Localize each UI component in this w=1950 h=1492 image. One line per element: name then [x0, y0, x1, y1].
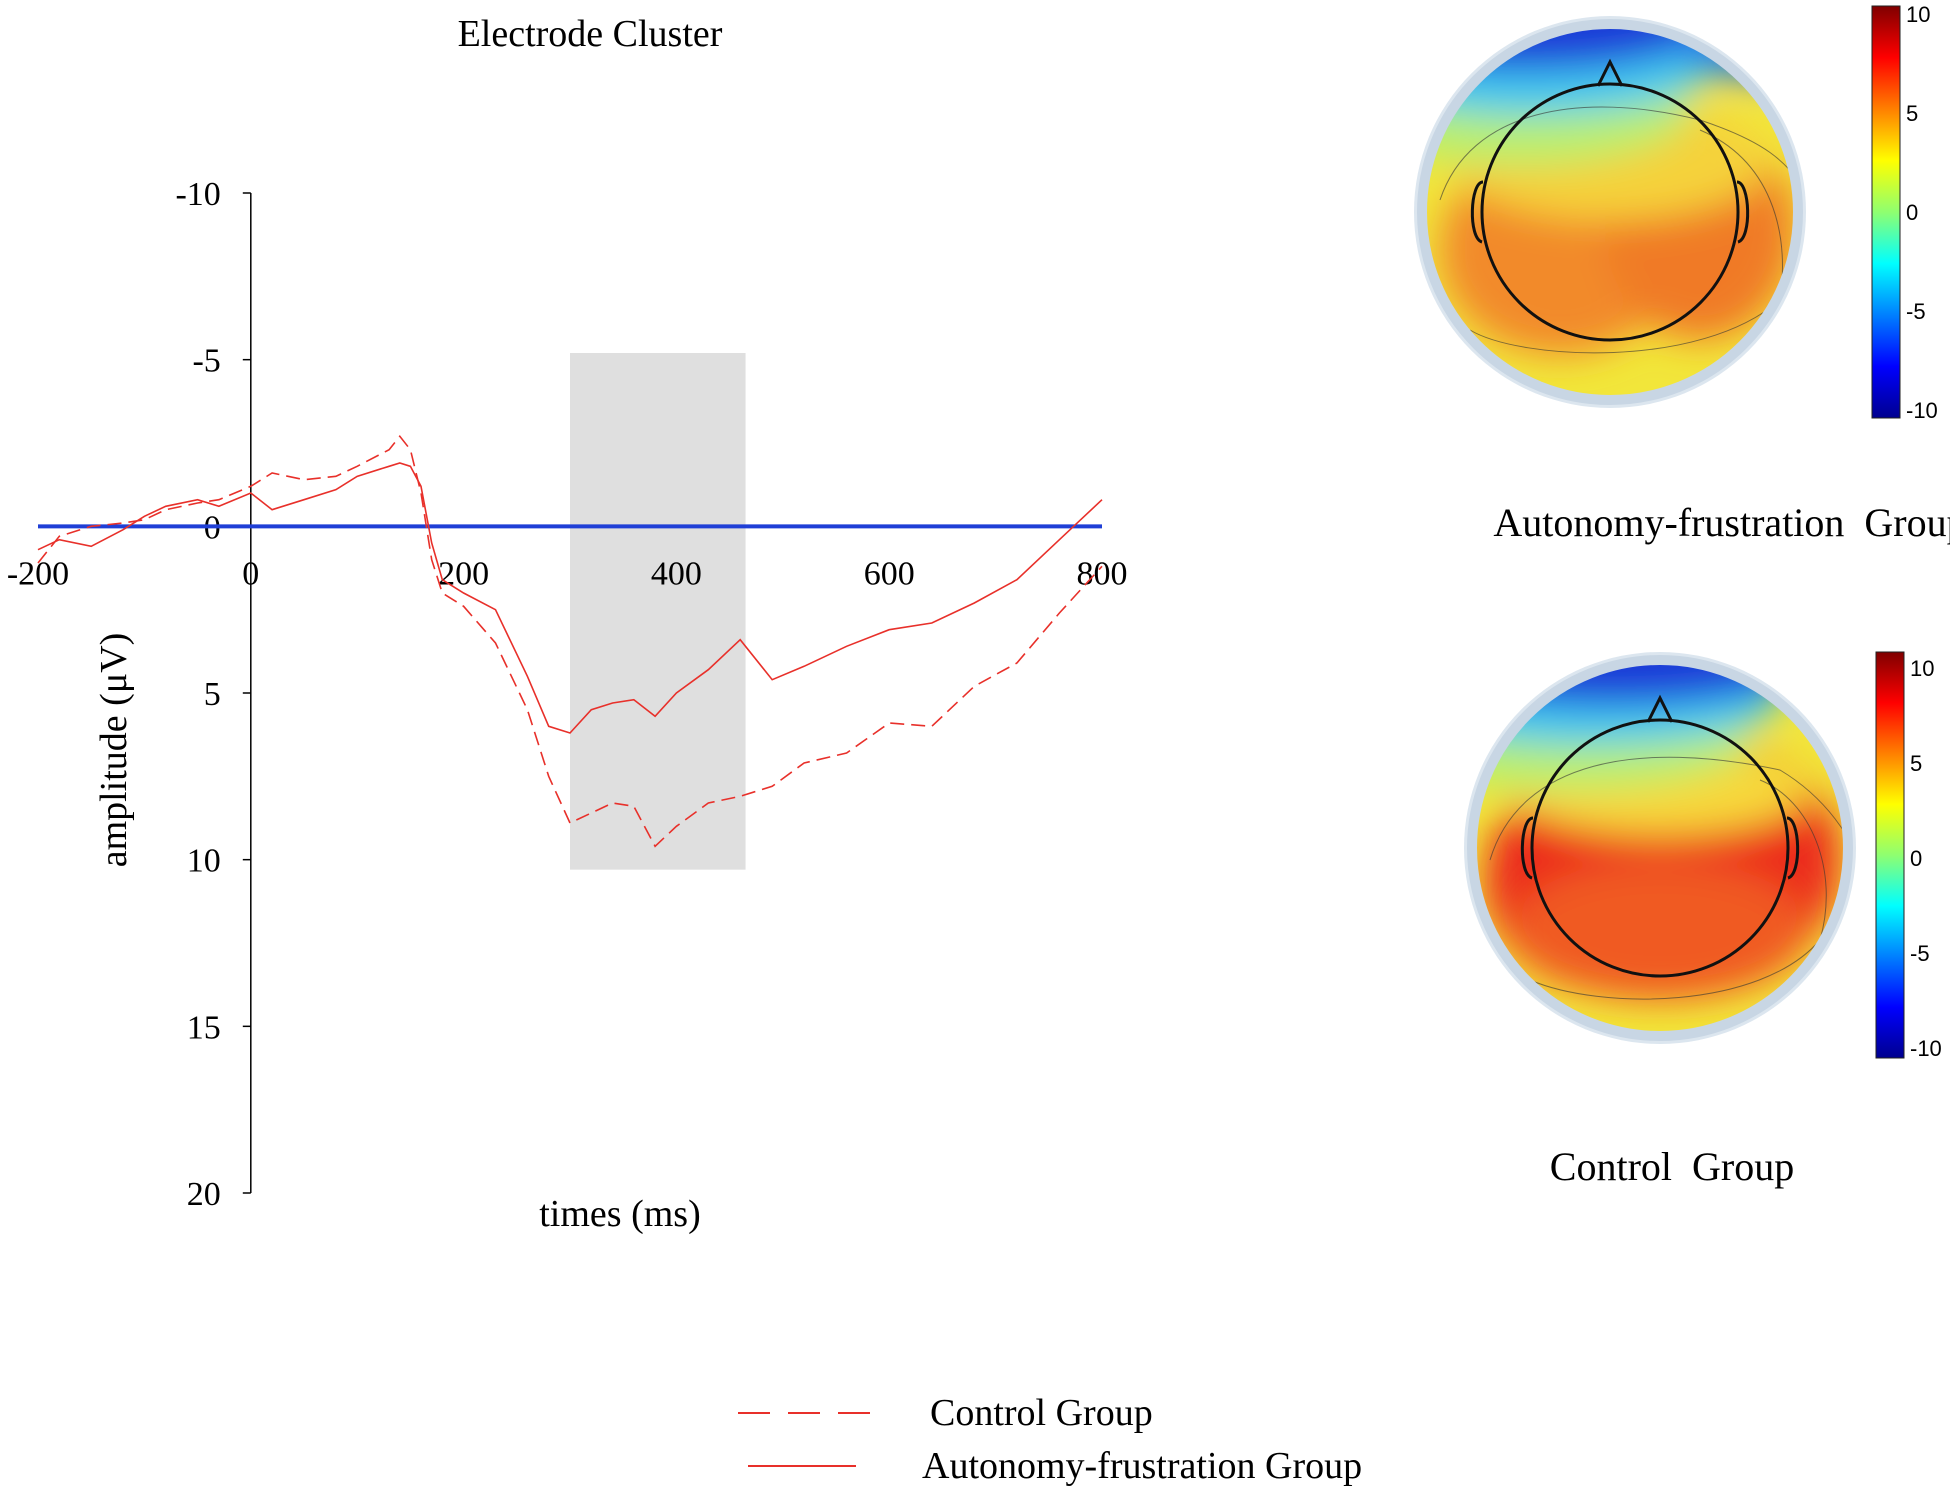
head-outline-icon: [1530, 718, 1790, 978]
erp-chart: Electrode Cluster -10 -5 0 5 10 15 20 -200 0 200…: [7, 13, 1128, 1235]
colorbar-tick-label: 10: [1906, 2, 1930, 27]
y-tick-label: 10: [187, 843, 221, 880]
topomap-a-title: Autonomy-frustration Group: [1493, 500, 1950, 545]
x-axis-label: times (ms): [539, 1193, 700, 1235]
chart-title: Electrode Cluster: [458, 13, 723, 55]
topomap-autonomy-frustration: [1414, 16, 1806, 408]
y-tick-label: 15: [187, 1009, 221, 1046]
x-tick-label: 400: [651, 555, 702, 592]
legend: Control Group Autonomy-frustration Group: [738, 1392, 1362, 1487]
colorbar-tick-label: -10: [1910, 1036, 1942, 1061]
right-ear-icon: [1736, 180, 1750, 244]
x-tick-label: 600: [864, 555, 915, 592]
colorbar-tick-label: -5: [1910, 941, 1930, 966]
colorbar-tick-label: -5: [1906, 299, 1926, 324]
y-axis-label: amplitude (μV): [93, 633, 135, 868]
nose-icon: [1646, 694, 1674, 723]
series-control-group-line: [37, 435, 1103, 848]
colorbar-tick-label: -10: [1906, 398, 1938, 423]
y-tick-label: -5: [192, 343, 220, 380]
right-ear-icon: [1786, 816, 1800, 880]
analysis-window: [570, 353, 746, 870]
x-tick-label: 0: [242, 555, 259, 592]
x-tick-labels: -200 0 200 400 600 800: [7, 555, 1128, 592]
x-tick-label: 800: [1077, 555, 1128, 592]
y-tick-label: 20: [187, 1176, 221, 1213]
colorbar-control: 10 5 0 -5 -10: [1875, 651, 1942, 1061]
colorbar-tick-label: 5: [1910, 751, 1922, 776]
y-tick-label: 5: [204, 676, 221, 713]
colorbar-tick-label: 10: [1910, 656, 1934, 681]
x-tick-label: -200: [7, 555, 69, 592]
colorbar-tick-label: 0: [1910, 846, 1922, 871]
head-outline-icon: [1480, 82, 1740, 342]
nose-icon: [1596, 58, 1624, 87]
x-tick-label: 200: [438, 555, 489, 592]
y-tick-label: -10: [175, 176, 220, 213]
left-ear-icon: [1470, 180, 1484, 244]
colorbar-autonomy-frustration: 10 5 0 -5 -10: [1871, 2, 1938, 423]
colorbar-tick-label: 0: [1906, 200, 1918, 225]
colorbar-tick-label: 5: [1906, 101, 1918, 126]
series-autonomy-frustration-line: [37, 462, 1103, 734]
legend-control-label: Control Group: [930, 1392, 1153, 1434]
left-ear-icon: [1520, 816, 1534, 880]
y-ticks: -10-505101520: [175, 176, 251, 1213]
topomap-control: [1464, 652, 1856, 1044]
topomap-b-title: Control Group: [1550, 1144, 1794, 1189]
legend-autonomy-label: Autonomy-frustration Group: [922, 1445, 1362, 1487]
